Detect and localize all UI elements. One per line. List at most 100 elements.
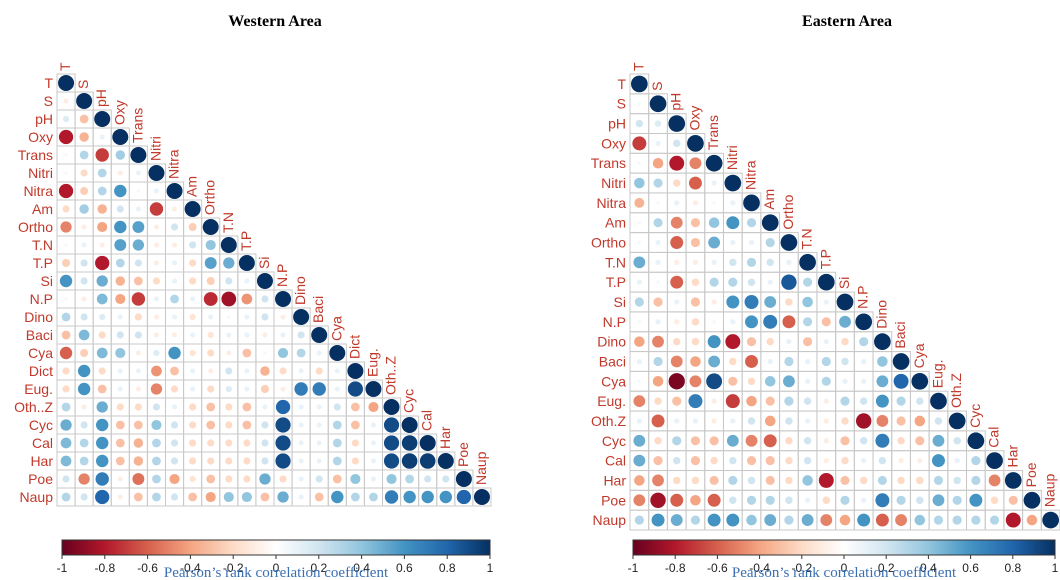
west-corr-eug-ph [97,384,107,394]
colorbar-tick-label: 1 [487,561,494,575]
west-corr-am-ph [97,204,107,214]
east-corr-t-n-s [655,259,661,265]
east-corr-cal-n-p [861,457,867,464]
west-corr-cyc-dict [350,420,360,430]
west-corr-t-p-t [62,259,71,267]
row-label-am: Am [605,215,626,231]
col-label-t: T [630,62,646,71]
col-label-dict: Dict [346,335,362,359]
west-corr-cal-nitri [152,438,161,448]
east-corr-cal-am [765,456,775,466]
west-corr-dino-ortho [208,314,214,320]
east-corr-naup-poe [1026,514,1038,526]
west-corr-dict-dict [347,363,364,379]
east-corr-oth-z-t [636,418,642,424]
col-label-dino: Dino [873,300,889,329]
east-corr-har-trans [709,475,719,486]
east-corr-poe-oth-z [952,495,962,505]
west-corr-poe-trans [132,473,145,485]
east-corr-nitri-s [653,178,663,188]
colorbar-tick-label: 0 [273,561,280,575]
east-corr-t-p-ph [670,275,684,289]
col-label-trans: Trans [129,108,145,143]
east-corr-si-nitri [726,295,740,309]
col-label-s: S [649,81,665,90]
row-label-oth-z: Oth..Z [14,399,53,415]
west-corr-naup-am [188,492,198,502]
west-corr-cya-t-n [226,350,232,356]
east-corr-har-si [840,475,850,486]
east-corr-poe-baci [896,495,906,505]
west-corr-har-nitra [170,457,179,465]
west-corr-poe-cyc [405,474,415,484]
east-corr-ortho-am [765,237,775,248]
west-corr-am-am [184,201,201,217]
west-corr-eug-nitra [170,385,179,393]
west-corr-oth-z-ortho [206,402,216,412]
east-corr-cya-si [842,378,848,384]
west-corr-dict-si [260,366,270,376]
west-corr-nitra-s [80,187,89,195]
col-label-nitra: Nitra [743,160,759,190]
west-corr-oth-z-s [81,404,87,410]
row-label-t: T [617,76,626,92]
row-label-n-p: N.P [603,314,626,330]
west-corr-cal-t-n [225,439,233,447]
east-corr-ortho-oxy [690,237,701,248]
east-corr-oth-z-ortho [785,417,793,425]
east-corr-nitra-t [634,197,645,208]
west-corr-har-s [79,456,89,466]
east-corr-baci-t-p [821,356,831,367]
east-corr-nitri-oxy [688,176,702,190]
row-label-si: Si [41,273,53,289]
east-corr-ortho-s [655,239,661,246]
east-corr-nitra-ph [674,200,680,206]
west-corr-am-t [62,205,70,213]
east-corr-dino-ph [673,337,681,346]
west-corr-eug-cya [334,386,340,392]
west-corr-am-nitri [149,202,164,216]
east-corr-poe-cya [916,496,924,504]
west-corr-oth-z-t-n [225,403,233,411]
west-corr-cal-cal [419,435,436,451]
west-corr-poe-s [78,473,90,485]
west-corr-eug-oxy [117,386,123,392]
west-corr-har-baci [316,458,322,464]
east-corr-cya-trans [706,373,723,390]
east-corr-baci-s [653,356,663,367]
west-corr-baci-n-p [280,332,286,338]
west-corr-cal-n-p [275,435,291,451]
west-corr-naup-nitri [152,492,161,502]
west-corr-oth-z-dict [350,402,360,412]
west-corr-si-am [189,277,197,285]
west-corr-poe-har [442,475,450,483]
row-label-ortho: Ortho [591,235,626,251]
west-corr-har-eug [370,458,376,464]
row-label-cya: Cya [28,345,53,361]
west-corr-am-nitra [172,206,178,212]
west-corr-cya-n-p [277,347,289,359]
east-corr-poe-har [1008,495,1018,505]
grid-cell [472,487,492,507]
east-corr-poe-cal [990,496,999,504]
east-corr-cya-t [637,379,642,384]
east-corr-t-n-ortho [786,259,792,265]
colorbar-tick-label: 0.4 [353,561,370,575]
row-label-baci: Baci [26,327,53,343]
east-corr-har-ph [673,476,681,485]
row-label-s: S [44,93,53,109]
east-corr-dino-oxy [691,337,700,346]
east-corr-si-ph [674,299,680,305]
east-corr-am-t [637,220,642,225]
east-corr-n-p-n-p [855,313,873,331]
east-corr-oth-z-si [841,417,849,425]
west-corr-dino-am [189,313,196,321]
west-corr-oth-z-am [189,403,197,411]
east-corr-baci-oxy [690,356,701,367]
east-corr-cal-si [841,456,849,465]
west-corr-si-t [59,274,73,288]
east-corr-trans-s [652,157,664,169]
col-label-t-p: T.P [817,249,833,269]
west-corr-trans-ph [95,148,109,162]
east-corr-har-s [652,474,664,487]
